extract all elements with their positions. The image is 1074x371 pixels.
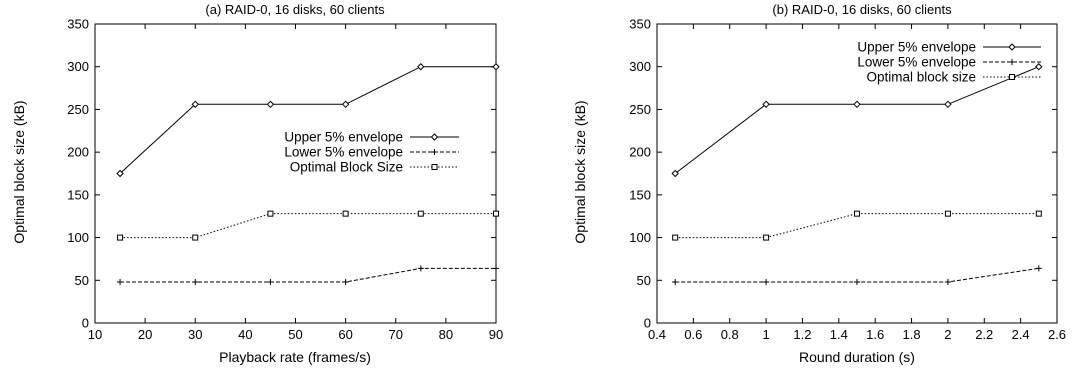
x-tick-label: 80: [439, 327, 453, 342]
y-tick-label: 350: [67, 17, 89, 32]
x-tick-label: 0.4: [648, 327, 666, 342]
data-point: [763, 278, 770, 285]
legend-marker: [1009, 59, 1015, 65]
data-point: [671, 169, 679, 178]
data-point: [854, 210, 860, 217]
data-point: [1035, 210, 1042, 217]
y-tick-label: 100: [67, 230, 89, 245]
x-tick-label: 70: [389, 327, 403, 342]
x-tick-label: 10: [88, 327, 102, 342]
chart-title: (a) RAID-0, 16 disks, 60 clients: [205, 2, 385, 17]
x-tick-label: 50: [288, 327, 302, 342]
data-point: [763, 234, 770, 241]
series-line: [119, 66, 496, 174]
series-line: [675, 213, 1039, 239]
data-point: [192, 234, 199, 241]
data-point: [944, 278, 951, 285]
data-point: [944, 100, 952, 109]
series-line: [120, 267, 496, 283]
y-tick-label: 200: [67, 145, 89, 160]
data-point: [116, 169, 124, 178]
x-tick-label: 90: [489, 327, 503, 342]
x-tick-label: 40: [238, 327, 252, 342]
plot-frame: [656, 23, 1058, 324]
x-tick-label: 2.6: [1048, 327, 1066, 342]
x-tick-label: 2: [944, 327, 951, 342]
legend-label: Optimal Block Size: [290, 160, 403, 175]
y-tick-label: 0: [82, 316, 89, 331]
data-point: [1035, 265, 1042, 272]
legend-marker: [431, 149, 438, 155]
data-point: [192, 278, 199, 285]
x-tick-label: 60: [338, 327, 352, 342]
legend-marker: [1009, 74, 1015, 80]
data-point: [853, 100, 861, 109]
x-tick-label: 0.6: [684, 327, 702, 342]
legend-label: Upper 5% envelope: [857, 40, 976, 55]
y-tick-label: 300: [67, 59, 89, 74]
series-line: [674, 66, 1040, 174]
x-tick-label: 1.2: [793, 327, 811, 342]
data-point: [341, 100, 350, 109]
chart-a: (a) RAID-0, 16 disks, 60 clients Playbac…: [11, 2, 503, 365]
legend-label: Lower 5% envelope: [284, 145, 403, 160]
data-point: [117, 234, 124, 241]
y-tick-label: 50: [75, 273, 89, 288]
data-point: [417, 265, 424, 272]
data-point: [854, 278, 860, 285]
data-point: [762, 100, 770, 109]
y-tick-label: 50: [637, 273, 651, 288]
y-tick-label: 350: [629, 17, 651, 32]
y-tick-label: 250: [67, 102, 89, 117]
y-tick-label: 0: [644, 316, 651, 331]
legend-label: Optimal block size: [866, 70, 976, 85]
data-point: [1035, 63, 1043, 71]
chart-title: (b) RAID-0, 16 disks, 60 clients: [772, 2, 952, 17]
y-axis-label: Optimal block size (kB): [11, 100, 27, 243]
legend-marker: [1008, 43, 1016, 51]
y-tick-label: 200: [629, 145, 651, 160]
chart-b: (b) RAID-0, 16 disks, 60 clients Round d…: [572, 2, 1066, 365]
data-point: [672, 278, 679, 285]
y-tick-label: 250: [629, 102, 651, 117]
y-tick-label: 150: [629, 187, 651, 202]
x-tick-label: 1.8: [903, 327, 921, 342]
y-tick-label: 150: [67, 187, 89, 202]
series-line: [120, 213, 496, 239]
data-point: [191, 100, 199, 109]
data-point: [492, 63, 500, 71]
x-axis-label: Playback rate (frames/s): [219, 349, 371, 365]
data-point: [267, 278, 274, 285]
y-axis-label: Optimal block size (kB): [572, 100, 588, 243]
data-point: [493, 210, 499, 217]
data-point: [117, 278, 124, 285]
x-axis-label: Round duration (s): [799, 349, 915, 365]
y-tick-label: 300: [629, 59, 651, 74]
legend-marker: [430, 133, 439, 141]
legend-label: Lower 5% envelope: [857, 55, 976, 70]
x-tick-label: 20: [138, 327, 152, 342]
data-point: [944, 210, 951, 217]
data-point: [342, 210, 349, 217]
legend-label: Upper 5% envelope: [284, 130, 403, 145]
data-point: [493, 265, 499, 272]
data-point: [417, 63, 425, 71]
data-point: [672, 234, 679, 241]
x-tick-label: 1.6: [866, 327, 884, 342]
x-tick-label: 30: [188, 327, 202, 342]
x-tick-label: 0.8: [721, 327, 739, 342]
x-tick-label: 1: [762, 327, 769, 342]
legend-marker: [431, 164, 438, 170]
y-tick-label: 100: [629, 230, 651, 245]
x-tick-label: 2.2: [975, 327, 993, 342]
data-point: [417, 210, 424, 217]
data-point: [342, 278, 349, 285]
x-tick-label: 2.4: [1012, 327, 1030, 342]
data-point: [267, 210, 274, 217]
x-tick-label: 1.4: [830, 327, 848, 342]
data-point: [266, 100, 275, 109]
